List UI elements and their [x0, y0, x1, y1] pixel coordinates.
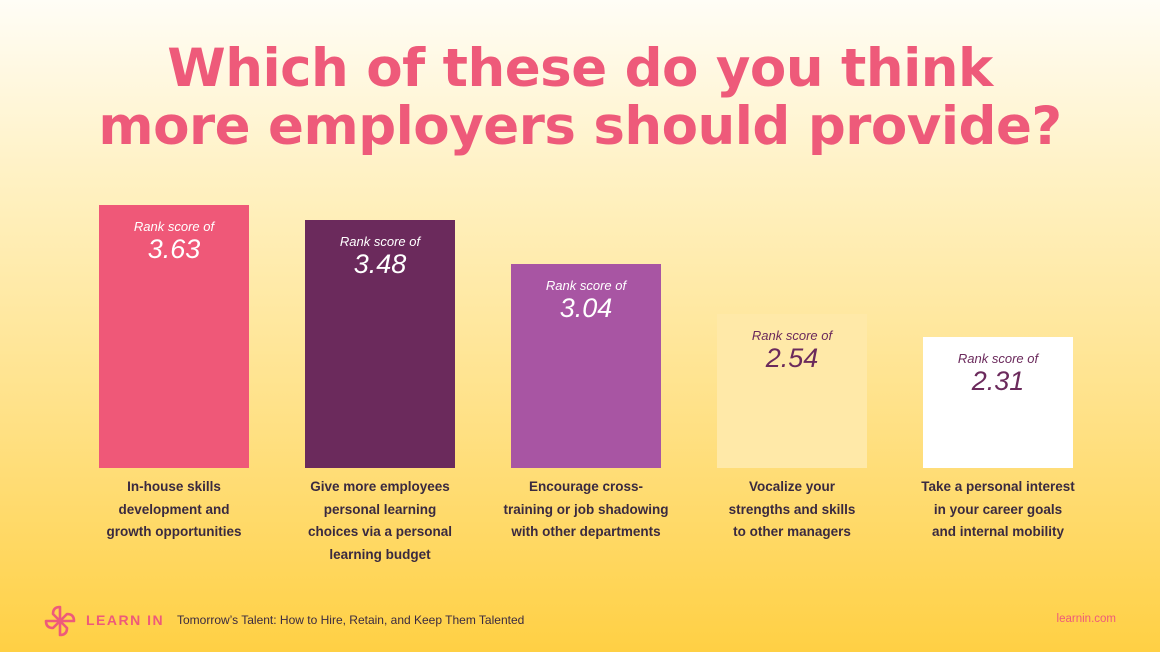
website-link[interactable]: learnin.com — [1056, 613, 1116, 625]
bar-3: Rank score of 3.04 — [511, 264, 661, 468]
category-label-line: Take a personal interest — [921, 479, 1075, 494]
category-label-line: personal learning — [323, 501, 437, 517]
category-label-line: development and — [118, 501, 230, 517]
bar-value-label: 3.04 — [559, 293, 613, 323]
category-label-5: Take a personal interest in your career g… — [903, 476, 1093, 544]
brand-name: LEARN IN — [86, 612, 165, 628]
bar-rank-label: Rank score of — [751, 328, 833, 343]
bar-1: Rank score of 3.63 — [99, 205, 249, 468]
pinwheel-logo-icon — [44, 605, 76, 637]
category-label-line: in your career goals — [933, 501, 1063, 517]
chart-title-line-2: more employers should provide? — [98, 96, 1062, 157]
bar-4: Rank score of 2.54 — [717, 314, 867, 468]
category-label-1: In-house skills development and growth opp… — [79, 476, 269, 544]
bar-rank-label: Rank score of — [545, 278, 627, 293]
category-label-line: to other managers — [733, 524, 851, 539]
category-label-line: Give more employees — [310, 479, 450, 494]
bar-value-label: 2.54 — [765, 343, 819, 373]
category-label-2: Give more employees personal learning choi… — [285, 476, 475, 566]
category-label-line: and internal mobility — [931, 524, 1064, 539]
category-label-line: with other departments — [511, 524, 661, 539]
report-subtitle: Tomorrow’s Talent: How to Hire, Retain, … — [177, 613, 525, 627]
category-label-line: Encourage cross- — [528, 479, 644, 494]
category-label-line: choices via a personal — [307, 524, 453, 539]
category-label-line: Vocalize your — [748, 479, 836, 494]
bar-value-label: 2.31 — [971, 366, 1025, 396]
chart-title: Which of these do you think more employe… — [0, 40, 1160, 156]
bar-rank-label: Rank score of — [339, 234, 421, 249]
category-label-line: training or job shadowing — [503, 501, 669, 517]
category-label-line: In-house skills — [127, 479, 221, 494]
bar-5: Rank score of 2.31 — [923, 337, 1073, 468]
bar-value-label: 3.48 — [353, 249, 407, 279]
category-label-line: learning budget — [329, 546, 431, 562]
category-label-line: growth opportunities — [106, 524, 242, 539]
category-label-4: Vocalize your strengths and skills to othe… — [697, 476, 887, 544]
bar-rank-label: Rank score of — [133, 219, 215, 234]
bar-rank-label: Rank score of — [957, 351, 1039, 366]
category-label-3: Encourage cross-training or job shadowin… — [491, 476, 681, 544]
bar-value-label: 3.63 — [147, 234, 201, 264]
category-label-line: strengths and skills — [728, 501, 856, 517]
chart-title-line-1: Which of these do you think — [167, 38, 993, 99]
bar-2: Rank score of 3.48 — [305, 220, 455, 468]
